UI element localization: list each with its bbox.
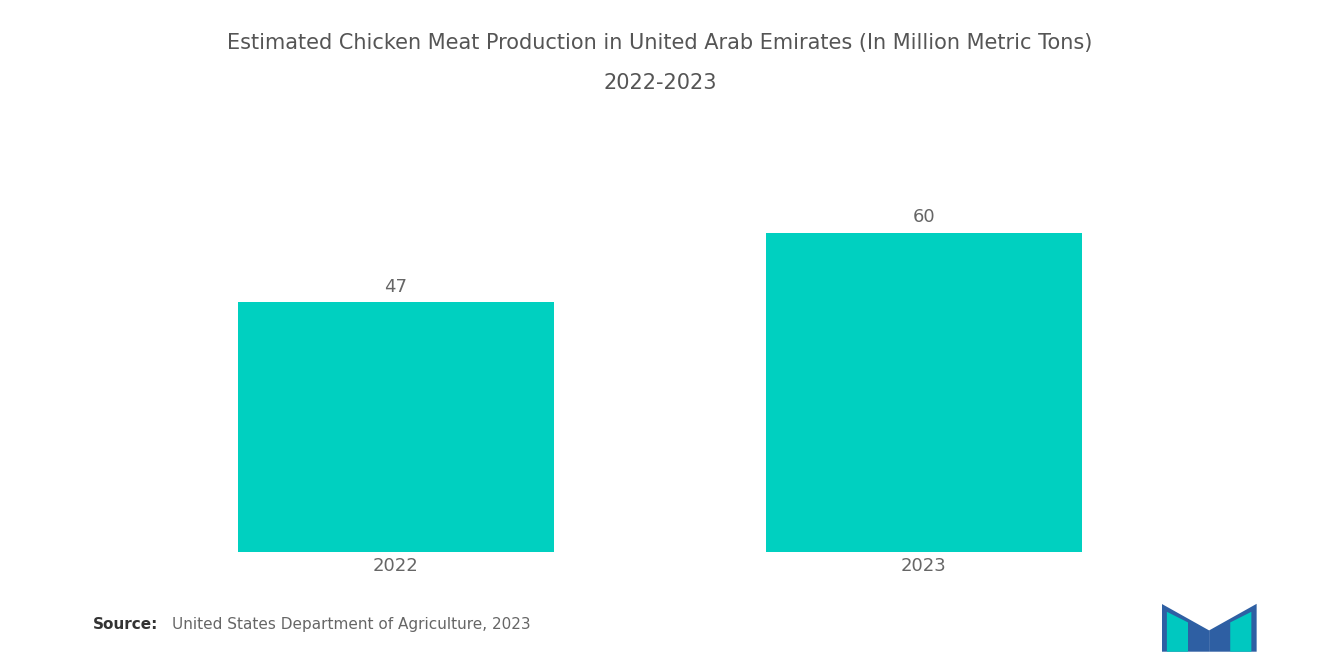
Bar [766, 233, 1082, 552]
Text: 2022-2023: 2022-2023 [603, 73, 717, 93]
Text: 47: 47 [384, 277, 408, 295]
Text: 60: 60 [912, 208, 936, 226]
Bar [238, 302, 554, 552]
Text: United States Department of Agriculture, 2023: United States Department of Agriculture,… [172, 616, 531, 632]
Text: Source:: Source: [92, 616, 158, 632]
Text: Estimated Chicken Meat Production in United Arab Emirates (In Million Metric Ton: Estimated Chicken Meat Production in Uni… [227, 33, 1093, 53]
